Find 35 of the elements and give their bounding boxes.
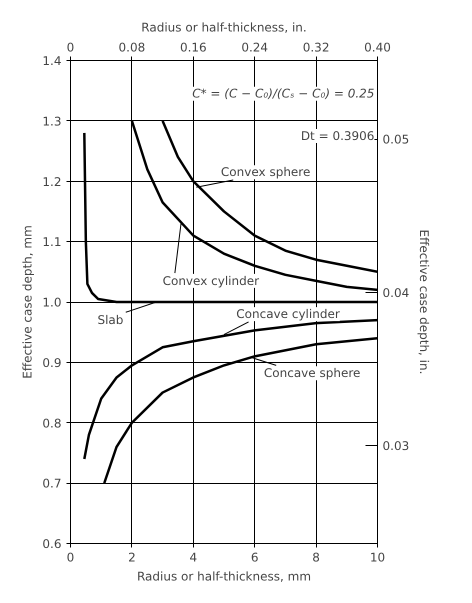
x2-tick-label: 0.24	[241, 40, 268, 54]
y2-axis-title: Effective case depth, in.	[417, 230, 432, 374]
y-tick-label: 1.2	[42, 174, 62, 189]
annotation: C* = (C − C₀)/(Cₛ − C₀) = 0.25	[192, 86, 374, 101]
x2-tick-label: 0.32	[302, 40, 330, 54]
y-tick-label: 0.6	[42, 537, 62, 551]
y-tick-label: 0.7	[42, 476, 62, 491]
x-tick-label: 6	[250, 550, 259, 564]
x-tick-label: 0	[66, 550, 74, 564]
y-tick-label: 1.3	[42, 114, 62, 128]
series-label: Convex sphere	[220, 165, 310, 180]
y2-tick-label: 0.05	[382, 132, 410, 147]
series-label: Concave cylinder	[236, 307, 340, 322]
x-axis-title: Radius or half-thickness, mm	[136, 570, 312, 584]
x2-axis-title: Radius or half-thickness, in.	[141, 20, 307, 34]
y-axis-title: Effective case depth, mm	[20, 225, 34, 379]
x-tick-label: 10	[370, 550, 386, 564]
x-tick-label: 4	[189, 550, 198, 564]
y2-tick-label: 0.04	[382, 286, 410, 300]
annotation: Dt = 0.3906	[300, 128, 374, 143]
x2-tick-label: 0.40	[364, 40, 391, 54]
y-tick-label: 1.0	[42, 296, 62, 310]
x-tick-label: 8	[312, 550, 320, 564]
x2-tick-label: 0.16	[180, 40, 207, 54]
series-label: Convex cylinder	[162, 274, 260, 288]
y-tick-label: 1.4	[42, 54, 62, 68]
y-tick-label: 0.9	[42, 356, 62, 370]
y2-tick-label: 0.03	[382, 439, 410, 454]
legend-label: Concave sphere	[264, 366, 360, 380]
x-tick-label: 2	[128, 550, 136, 564]
x2-tick-label: 0	[66, 40, 74, 54]
series-label: Slab	[97, 313, 124, 328]
y-tick-label: 1.1	[42, 235, 62, 250]
y-tick-label: 0.8	[42, 416, 62, 430]
x2-tick-label: 0.08	[118, 40, 146, 54]
